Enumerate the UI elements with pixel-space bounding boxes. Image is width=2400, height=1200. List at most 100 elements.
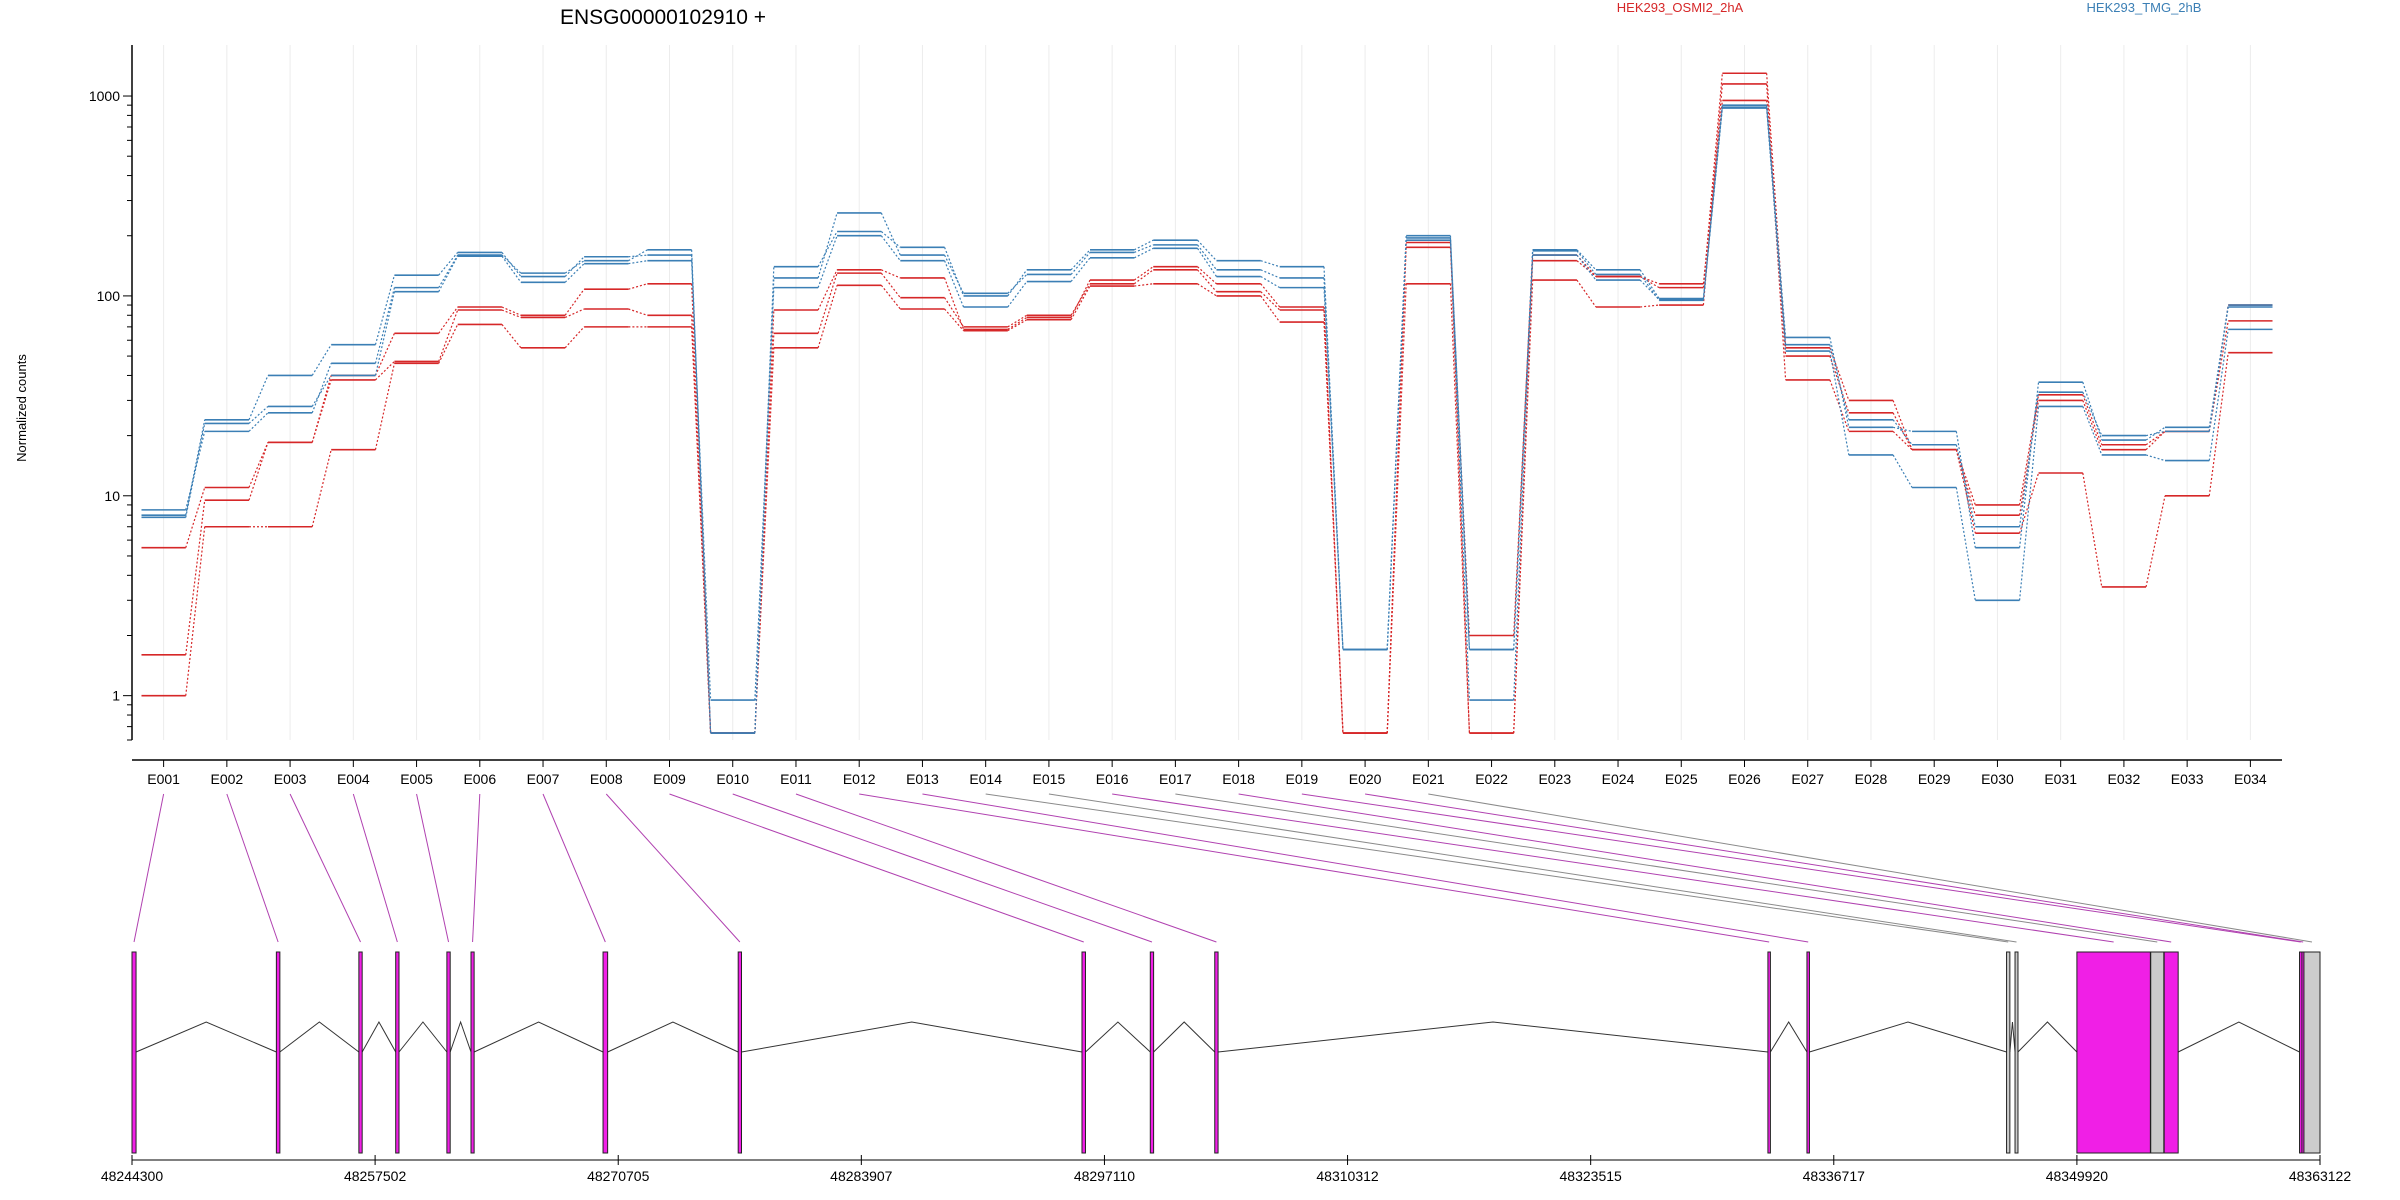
intron-line (1153, 1021, 1216, 1053)
transition-segment (881, 269, 901, 279)
series-3 (141, 83, 2273, 734)
transition-segment (185, 419, 206, 516)
exon-box-E013 (1806, 951, 1810, 1154)
transition-segment (1766, 108, 1787, 352)
exon-box-E012 (1767, 951, 1771, 1154)
transition-segment (501, 309, 522, 319)
exon-box-E016 (2076, 951, 2151, 1154)
transition-segment (1323, 306, 1344, 734)
x-tick-label-E033: E033 (2171, 771, 2204, 787)
coord-tick-label: 48244300 (101, 1168, 164, 1184)
transition-segment (944, 247, 965, 297)
x-tick-label-E020: E020 (1349, 771, 1382, 787)
transition-segment (374, 363, 396, 450)
transition-segment (1766, 105, 1787, 338)
x-tick-label-E016: E016 (1096, 771, 1129, 787)
transition-segment (1639, 275, 1660, 285)
intron-line (449, 1020, 472, 1053)
series-5 (141, 106, 2273, 734)
transition-segment (438, 255, 459, 292)
coord-tick-label: 48270705 (587, 1168, 650, 1184)
transition-segment (311, 379, 332, 443)
exon-box-E005 (446, 951, 451, 1154)
x-tick-label-E021: E021 (1412, 771, 1445, 787)
exon-box-E009 (1081, 951, 1086, 1154)
exon-box-E021 (2303, 951, 2321, 1154)
transition-segment (1829, 350, 1850, 456)
transition-segment (501, 254, 522, 274)
transition-segment (1640, 304, 1660, 308)
transition-segment (2019, 472, 2040, 534)
transition-segment (2082, 400, 2103, 450)
gene-model-track (131, 951, 2321, 1154)
transition-segment (2145, 454, 2166, 462)
x-tick-label-E009: E009 (653, 771, 686, 787)
transition-segment (1449, 240, 1471, 701)
transition-segment (1260, 295, 1281, 323)
transition-segment (564, 308, 585, 319)
transition-segment (1576, 249, 1597, 271)
transition-segment (754, 287, 775, 701)
coord-tick-label: 48310312 (1316, 1168, 1379, 1184)
transition-segment (1323, 287, 1344, 650)
x-tick-label-E017: E017 (1159, 771, 1192, 787)
x-tick-label-E008: E008 (590, 771, 623, 787)
transition-segment (1576, 250, 1597, 275)
transition-segment (880, 235, 901, 262)
transition-segment (1197, 247, 1217, 277)
series-1 (141, 72, 2273, 734)
x-tick-label-E031: E031 (2044, 771, 2077, 787)
transition-segment (564, 288, 585, 316)
exon-box-E007 (602, 951, 609, 1154)
transition-segment (1007, 316, 1028, 330)
transition-segment (1260, 276, 1281, 289)
x-tick-label-E006: E006 (463, 771, 496, 787)
transition-segment (1134, 244, 1154, 253)
transition-segment (2082, 382, 2103, 441)
x-tick-label-E023: E023 (1538, 771, 1571, 787)
transition-segment (1197, 283, 1217, 297)
transition-segment (2082, 472, 2103, 588)
transition-segment (1829, 347, 1850, 401)
transition-segment (2208, 320, 2229, 432)
genomic-coordinate-axis: 48244300 48257502 48270705 48283907 48297110… (101, 1155, 2351, 1184)
transition-segment (248, 405, 269, 424)
transition-segment (311, 363, 332, 414)
x-tick-label-E028: E028 (1855, 771, 1888, 787)
transition-segment (248, 412, 269, 432)
transition-segment (1576, 254, 1597, 281)
transition-segment (1892, 430, 1913, 451)
transition-segment (2018, 406, 2040, 601)
transition-segment (880, 231, 901, 248)
transition-segment (1007, 314, 1028, 328)
x-tick-label-E019: E019 (1286, 771, 1319, 787)
intron-line (741, 1021, 1083, 1053)
transition-segment (1892, 419, 1913, 446)
transition-segment (1070, 252, 1091, 275)
exon-box-E003 (358, 951, 363, 1154)
intron-line (1218, 1021, 1768, 1053)
exon-connector-E020 (1365, 793, 2304, 943)
transition-segment (817, 272, 838, 334)
transition-segment (1639, 274, 1660, 301)
transition-segment (1892, 400, 1913, 450)
transition-segment (185, 500, 206, 655)
exon-box-E008 (737, 951, 743, 1154)
transition-segment (2145, 430, 2166, 437)
exon-box-E010 (1149, 951, 1155, 1154)
exon-connector-E018 (1238, 793, 2172, 943)
transition-segment (1829, 379, 1850, 432)
exon-connector-E016 (1112, 793, 2114, 943)
transition-segment (1829, 337, 1850, 428)
transition-segment (1197, 239, 1217, 262)
x-tick-label-E012: E012 (843, 771, 876, 787)
transition-segment (375, 361, 395, 381)
intron-line (1809, 1021, 2007, 1053)
transition-segment (944, 297, 965, 328)
x-tick-label-E010: E010 (716, 771, 749, 787)
transition-segment (817, 235, 838, 288)
transition-segment (1386, 240, 1407, 650)
legend-entry-osmi2: HEK293_OSMI2_2hA (1617, 0, 1744, 15)
exon-connector-E019 (1301, 793, 2301, 943)
